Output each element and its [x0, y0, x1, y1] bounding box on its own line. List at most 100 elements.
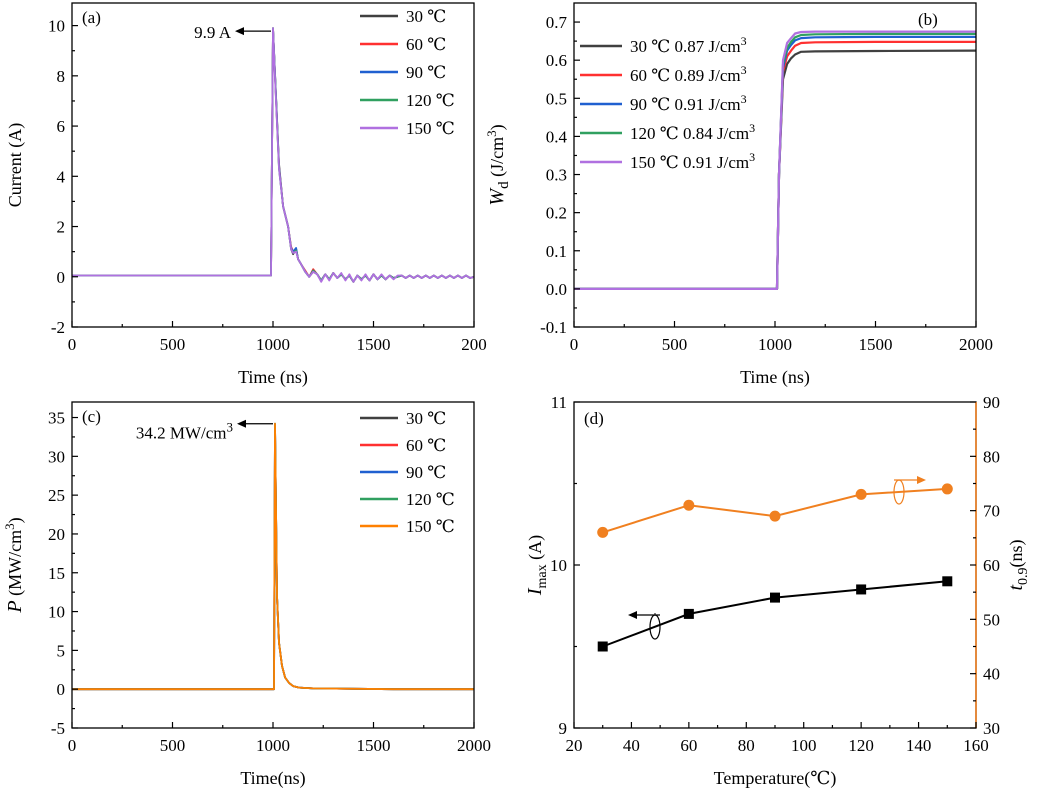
panel-b-legend-label-sup: 3: [741, 34, 747, 48]
panel-c-ylabel: P (MW/cm3): [2, 517, 26, 613]
panel-b-ylabel-part: d: [496, 181, 512, 189]
panel-b-xtick-label: 2000: [959, 335, 993, 354]
panel-d-ytick-label: 11: [551, 393, 567, 412]
panel-d-point-circle: [769, 510, 781, 522]
panel-c-ylabel-part: P: [4, 600, 26, 613]
panel-c-ylabel-part: 3: [2, 523, 17, 530]
panel-a-xtick-label: 500: [160, 335, 186, 354]
panel-a-ytick-label: 2: [57, 218, 66, 237]
panel-c-ytick-label: 30: [48, 447, 65, 466]
panel-b-legend-label-sup: 3: [749, 150, 755, 164]
panel-a-legend-label: 30 ℃: [406, 7, 446, 26]
panel-c-ytick-label: 15: [48, 564, 65, 583]
panel-c-legend-label: 60 ℃: [406, 436, 446, 455]
panel-b-legend-label: 90 ℃ 0.91 J/cm3: [630, 92, 747, 114]
panel-c-annotation-part: 34.2 MW/cm: [136, 424, 227, 443]
panel-c-legend-label: 120 ℃: [406, 490, 455, 509]
panel-c-xtick-label: 1000: [256, 736, 290, 755]
panel-d-point-circle: [855, 488, 867, 500]
panel-c-ytick-label: 25: [48, 486, 65, 505]
panel-a-ytick-label: 8: [57, 67, 66, 86]
panel-c-ytick-label: 0: [57, 680, 66, 699]
panel-c-series-line: [72, 422, 474, 691]
panel-d-ytick-right-label: 30: [983, 719, 1000, 738]
panel-b-ylabel: Wd (J/cm3): [484, 124, 512, 205]
panel-d-ylabel-right-part: (ns): [1006, 539, 1027, 567]
panel-b-ylabel-part: ): [487, 124, 508, 130]
panel-b-ytick-label: 0.1: [546, 242, 567, 261]
panel-d-point-square: [856, 584, 867, 595]
panel-d-label: (d): [584, 409, 604, 428]
panel-d-xtick-label: 140: [906, 736, 932, 755]
panel-b-ytick-label: 0.4: [546, 127, 568, 146]
panel-d: 20 40 60 80 100 120 140 160 9 10 11 30 40 50 60 70 80 90 (…: [524, 393, 1031, 789]
panel-c-label: (c): [82, 407, 101, 426]
panel-d-xtick-label: 100: [791, 736, 817, 755]
panel-b-legend-label-base: 90 ℃ 0.91 J/cm: [630, 95, 741, 114]
panel-c-xtick-label: 0: [68, 736, 77, 755]
panel-b-series-line: [574, 30, 976, 290]
panel-b-ytick-label: 0.7: [546, 13, 568, 32]
panel-d-ytick-right-label: 60: [983, 556, 1000, 575]
panel-b-xtick-label: 0: [570, 335, 579, 354]
panel-b-legend-label-base: 60 ℃ 0.89 J/cm: [630, 66, 741, 85]
panel-a-legend-label: 150 ℃: [406, 119, 455, 138]
panel-c-ytick-label: 5: [57, 641, 66, 660]
panel-b-xtick-label: 1500: [859, 335, 893, 354]
panel-d-point-square: [770, 592, 780, 603]
panel-c-legend-label: 150 ℃: [406, 517, 455, 536]
panel-d-xtick-label: 120: [848, 736, 874, 755]
panel-a-ytick-label: 4: [57, 167, 66, 186]
panel-b-legend-label: 120 ℃ 0.84 J/cm3: [630, 121, 755, 143]
panel-a-annotation: 9.9 A: [194, 23, 232, 42]
panel-a-ytick-label: 10: [48, 17, 65, 36]
panel-a-label: (a): [82, 8, 101, 27]
panel-c-xlabel: Time(ns): [240, 768, 305, 789]
panel-d-ytick-label: 9: [559, 719, 568, 738]
panel-c-ytick-label: 10: [48, 603, 65, 622]
panel-d-ylabel-left-part: (A): [525, 535, 546, 565]
panel-c-xtick-label: 500: [160, 736, 186, 755]
panel-b-legend-label-base: 150 ℃ 0.91 J/cm: [630, 153, 749, 172]
panel-d-point-circle: [941, 483, 953, 495]
panel-d-ylabel-right-part: t: [1005, 585, 1027, 591]
panel-b-ylabel-part: 3: [484, 130, 499, 137]
panel-c-ylabel-part: ): [5, 517, 26, 523]
panel-b-ytick-label: 0.6: [546, 51, 567, 70]
panel-c-annotation-arrowhead: [237, 419, 247, 428]
panel-b-legend-label-sup: 3: [741, 92, 747, 106]
panel-d-series-line-left: [602, 580, 948, 648]
panel-d-ylabel-left-part: I: [524, 587, 546, 596]
panel-d-xtick-label: 80: [738, 736, 755, 755]
panel-d-point-square: [683, 608, 694, 619]
panel-c-ytick-label: 35: [48, 409, 65, 428]
panel-d-ytick-right-label: 70: [983, 502, 1000, 521]
panel-c-xtick-label: 1500: [357, 736, 391, 755]
panel-d-xtick-label: 20: [566, 736, 583, 755]
panel-c-ytick-label: -5: [51, 719, 65, 738]
panel-c-xtick-label: 2000: [457, 736, 491, 755]
panel-a-legend-label: 120 ℃: [406, 91, 455, 110]
panel-b-ylabel-part: (J/cm: [487, 137, 508, 182]
panel-b-legend-label-base: 30 ℃ 0.87 J/cm: [630, 37, 741, 56]
panel-b-legend-label: 150 ℃ 0.91 J/cm3: [630, 150, 755, 172]
panel-d-point-square: [942, 576, 953, 587]
panel-d-ytick-right-label: 80: [983, 447, 1000, 466]
panel-d-ytick-label: 10: [550, 556, 567, 575]
panel-b-ylabel-part: W: [486, 187, 508, 206]
panel-b-xtick-label: 1000: [758, 335, 792, 354]
panel-b-legend-label-sup: 3: [741, 63, 747, 77]
panel-b-xtick-label: 500: [662, 335, 688, 354]
panel-b-label: (b): [918, 10, 938, 29]
panel-d-axes-frame: [573, 401, 977, 729]
panel-b-legend-label: 30 ℃ 0.87 J/cm3: [630, 34, 747, 56]
panel-a-xlabel: Time (ns): [238, 367, 308, 388]
panel-a-xtick-label: 1000: [256, 335, 290, 354]
panel-a-legend-label: 90 ℃: [406, 63, 446, 82]
panel-d-ylabel-left: Imax (A): [524, 535, 550, 596]
panel-c-ylabel-part: (MW/cm: [5, 530, 26, 600]
panel-a-xtick-label: 1500: [357, 335, 391, 354]
panel-d-indicator-arrowhead-left: [628, 611, 637, 619]
